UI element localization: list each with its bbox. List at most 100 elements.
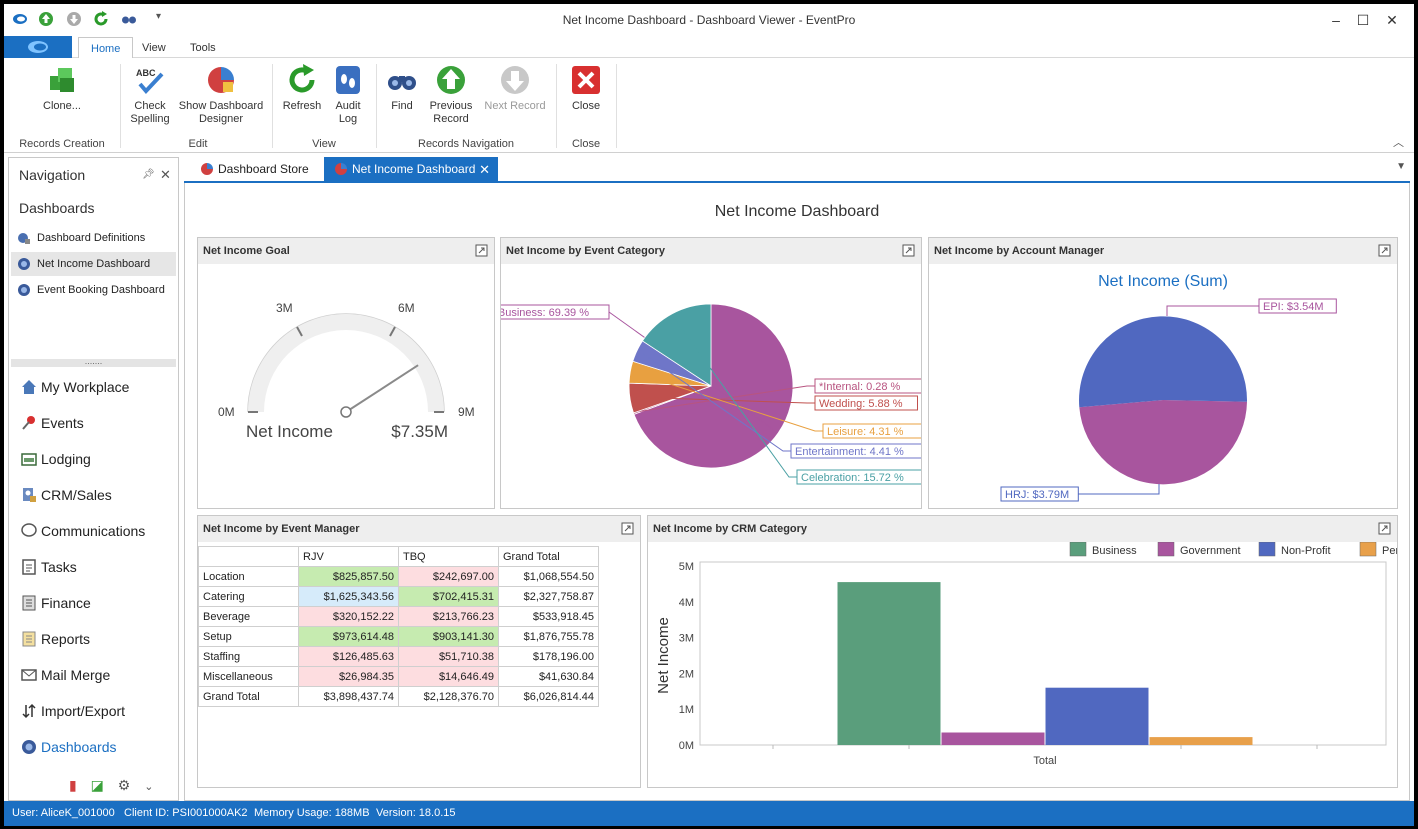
close-window-button[interactable]: ✕ [1386,12,1398,28]
legend-swatch [1069,542,1087,557]
bar-personal[interactable] [1149,737,1253,745]
pin-icon[interactable]: 📌︎ [142,169,155,180]
gauge-chart: 0M 3M 6M 9M Net Income $7.35M [218,301,475,441]
pivot-grid: RJV TBQ Grand Total Location $825,857.50… [198,546,599,707]
export-icon[interactable] [1378,244,1391,257]
pie-slice-epi[interactable] [1079,400,1247,485]
trend-icon[interactable]: ◪ [90,777,104,793]
tab-net-income-dashboard[interactable]: Net Income Dashboard ✕ [324,157,498,182]
refresh-icon[interactable] [93,11,109,27]
refresh-button[interactable]: Refresh [278,64,326,113]
column-header-tbq[interactable]: TBQ [398,546,499,567]
row-header[interactable]: Staffing [198,646,299,667]
panel-net-income-goal: Net Income Goal 0M 3M 6M 9M Net Income $… [197,237,495,509]
save-arrow-icon[interactable] [38,11,54,27]
bar-business[interactable] [837,582,941,745]
export-icon[interactable] [621,522,634,535]
row-header[interactable]: Grand Total [198,686,299,707]
tab-dashboard-store[interactable]: Dashboard Store [190,157,324,182]
y-tick-label: 1M [679,704,694,716]
export-icon[interactable] [1378,522,1391,535]
group-divider [616,64,617,148]
pie-data-label: Entertainment: 4.41 % [795,446,904,458]
export-icon[interactable] [902,244,915,257]
audit-log-label-2: Log [338,113,358,125]
bar-government[interactable] [941,732,1045,746]
tab-view[interactable]: View [142,42,166,54]
tab-list-dropdown-icon[interactable]: ▼ [1396,161,1406,172]
legend-item-business[interactable]: Business [1092,545,1137,557]
check-spelling-button[interactable]: ABC Check Spelling [128,64,172,126]
panel-net-income-by-account-manager: Net Income by Account Manager Net Income… [928,237,1398,509]
row-header[interactable]: Location [198,566,299,587]
chevron-down-icon[interactable]: ⌄ [144,781,154,793]
table-cell: $126,485.63 [298,646,399,667]
tab-tools[interactable]: Tools [190,42,216,54]
module-my-workplace[interactable]: My Workplace [11,370,176,404]
nav-item-dashboard-definitions[interactable]: Dashboard Definitions [11,226,176,250]
chart-icon[interactable]: ▮ [69,777,77,793]
status-client-id: Client ID: PSI001000AK2 [124,807,248,819]
row-header[interactable]: Beverage [198,606,299,627]
pane-splitter[interactable]: ....... [11,357,176,367]
module-lodging[interactable]: Lodging [11,442,176,476]
find-icon[interactable] [121,11,137,27]
table-cell: $1,876,755.78 [498,626,599,647]
app-logo-icon[interactable] [12,11,28,27]
down-arrow-icon[interactable] [66,11,82,27]
report-icon [22,631,36,647]
close-tab-icon[interactable]: ✕ [479,162,490,177]
module-mail-merge[interactable]: Mail Merge [11,658,176,692]
close-record-button[interactable]: Close [564,64,608,113]
find-button[interactable]: Find [384,64,420,113]
clone-label: Clone... [43,100,81,112]
tab-home[interactable]: Home [78,37,134,59]
pie-data-label: Wedding: 5.88 % [819,398,903,410]
module-crm-sales[interactable]: CRM/Sales [11,478,176,512]
row-header[interactable]: Miscellaneous [198,666,299,687]
table-cell: $2,128,376.70 [398,686,499,707]
gear-icon[interactable]: ⚙ [117,777,131,793]
legend-item-government[interactable]: Government [1180,545,1241,557]
legend-item-personal[interactable]: Personal [1382,545,1397,557]
nav-item-event-booking-dashboard[interactable]: Event Booking Dashboard [11,278,176,302]
module-communications[interactable]: Communications [11,514,176,548]
export-icon[interactable] [475,244,488,257]
column-header-grand-total[interactable]: Grand Total [498,546,599,567]
row-header[interactable]: Catering [198,586,299,607]
module-events[interactable]: Events [11,406,176,440]
row-header[interactable]: Setup [198,626,299,647]
next-record-button[interactable]: Next Record [482,64,548,113]
pie-leader-line [636,372,823,432]
table-cell: $973,614.48 [298,626,399,647]
pie-slice-celebration[interactable] [641,303,712,387]
module-reports[interactable]: Reports [11,622,176,656]
dashboard-content: Net Income Dashboard Net Income Goal 0M … [184,183,1410,801]
module-label: Events [41,415,84,431]
module-dashboards[interactable]: Dashboards [11,730,176,764]
customize-toolbar-icon[interactable]: ▾ [156,11,162,22]
pie-label-box [1258,298,1337,314]
module-import-export[interactable]: Import/Export [11,694,176,728]
column-header-rjv[interactable]: RJV [298,546,399,567]
collapse-ribbon-icon[interactable]: ︿ [1393,137,1404,149]
audit-log-button[interactable]: Audit Log [330,64,366,126]
application-menu-button[interactable] [4,36,72,58]
nav-item-net-income-dashboard[interactable]: Net Income Dashboard [11,252,176,276]
pie-leader-line [674,319,797,478]
legend-item-non-profit[interactable]: Non-Profit [1281,545,1331,557]
show-dashboard-designer-button[interactable]: Show Dashboard Designer [177,64,265,126]
minimize-button[interactable]: – [1332,12,1340,28]
bar-non-profit[interactable] [1045,687,1149,745]
maximize-button[interactable]: ☐ [1356,12,1370,28]
table-cell: $14,646.49 [398,666,499,687]
close-pane-icon[interactable]: ✕ [160,167,171,182]
clone-button[interactable]: Clone... [38,64,86,113]
previous-record-button[interactable]: Previous Record [426,64,476,126]
module-finance[interactable]: Finance [11,586,176,620]
pushpin-icon [22,416,35,430]
pie-chart-icon [335,163,347,175]
module-tasks[interactable]: Tasks [11,550,176,584]
gauge-label: Net Income [246,422,333,441]
pie-slice-hrj[interactable] [1079,316,1248,408]
